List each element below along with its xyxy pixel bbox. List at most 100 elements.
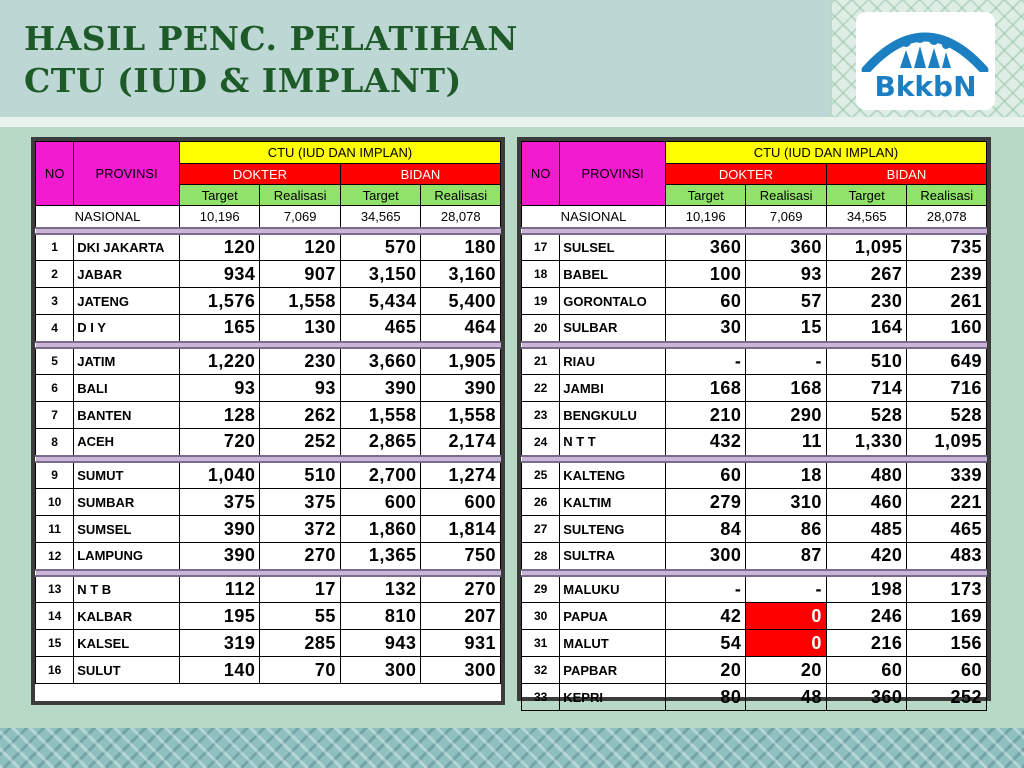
separator-cell	[35, 568, 501, 577]
row-number: 19	[520, 287, 561, 315]
group-separator	[35, 226, 501, 235]
row-number: 14	[34, 602, 75, 630]
footer-pattern-band	[0, 728, 1024, 768]
row-number: 11	[34, 515, 75, 543]
row-bidan-realisasi: 169	[906, 602, 987, 630]
row-bidan-realisasi: 252	[906, 683, 987, 711]
row-provinsi: KEPRI	[559, 683, 666, 711]
row-bidan-target: 1,365	[339, 542, 422, 570]
row-bidan-target: 1,860	[339, 515, 422, 543]
row-dokter-target: 30	[664, 314, 747, 342]
row-dokter-target: 54	[664, 629, 747, 657]
row-bidan-target: 510	[825, 347, 908, 375]
row-dokter-target: 120	[178, 233, 261, 261]
row-provinsi: KALBAR	[73, 602, 180, 630]
row-dokter-target: 20	[664, 656, 747, 684]
row-dokter-realisasi: 270	[259, 542, 341, 570]
row-bidan-realisasi: 339	[906, 461, 987, 489]
row-dokter-target: 112	[178, 575, 261, 603]
table-row: 25 KALTENG 60 18 480 339	[520, 461, 987, 489]
row-bidan-target: 5,434	[339, 287, 422, 315]
row-provinsi: PAPBAR	[559, 656, 666, 684]
row-provinsi: ACEH	[73, 428, 180, 456]
row-dokter-realisasi: 252	[259, 428, 341, 456]
row-provinsi: BALI	[73, 374, 180, 402]
header-realisasi: Realisasi	[259, 184, 341, 206]
header-band	[0, 0, 830, 117]
header-provinsi: PROVINSI	[559, 141, 666, 206]
row-dokter-realisasi: 0	[745, 602, 827, 630]
table-row: 2 JABAR 934 907 3,150 3,160	[34, 260, 501, 288]
row-provinsi: MALUKU	[559, 575, 666, 603]
row-bidan-realisasi: 465	[906, 515, 987, 543]
row-dokter-realisasi: 360	[745, 233, 827, 261]
page-title-line-2: CTU (IUD & IMPLANT)	[24, 61, 462, 100]
row-bidan-target: 3,150	[339, 260, 422, 288]
row-bidan-target: 714	[825, 374, 908, 402]
separator-cell	[35, 454, 501, 463]
row-provinsi: D I Y	[73, 314, 180, 342]
row-number: 22	[520, 374, 561, 402]
row-dokter-target: 720	[178, 428, 261, 456]
row-dokter-target: 375	[178, 488, 261, 516]
row-bidan-realisasi: 2,174	[420, 428, 501, 456]
row-bidan-target: 267	[825, 260, 908, 288]
row-provinsi: KALTENG	[559, 461, 666, 489]
table-row: 15 KALSEL 319 285 943 931	[34, 629, 501, 657]
nasional-value: 7,069	[745, 205, 827, 228]
table-row: 32 PAPBAR 20 20 60 60	[520, 656, 987, 684]
row-bidan-realisasi: 207	[420, 602, 501, 630]
row-bidan-target: 60	[825, 656, 908, 684]
table-row: 9 SUMUT 1,040 510 2,700 1,274	[34, 461, 501, 489]
row-bidan-realisasi: 390	[420, 374, 501, 402]
row-dokter-target: 93	[178, 374, 261, 402]
row-bidan-realisasi: 483	[906, 542, 987, 570]
group-separator	[521, 226, 987, 235]
row-number: 24	[520, 428, 561, 456]
group-separator	[35, 340, 501, 349]
row-dokter-realisasi: 17	[259, 575, 341, 603]
table-row: 12 LAMPUNG 390 270 1,365 750	[34, 542, 501, 570]
row-bidan-realisasi: 221	[906, 488, 987, 516]
row-bidan-target: 390	[339, 374, 422, 402]
row-dokter-target: 1,040	[178, 461, 261, 489]
table-row: 33 KEPRI 80 48 360 252	[520, 683, 987, 711]
row-dokter-realisasi: 48	[745, 683, 827, 711]
row-number: 33	[520, 683, 561, 711]
row-bidan-realisasi: 931	[420, 629, 501, 657]
row-number: 31	[520, 629, 561, 657]
row-number: 28	[520, 542, 561, 570]
table-row: 11 SUMSEL 390 372 1,860 1,814	[34, 515, 501, 543]
row-dokter-realisasi: 1,558	[259, 287, 341, 315]
table-row: 27 SULTENG 84 86 485 465	[520, 515, 987, 543]
header-bidan: BIDAN	[339, 163, 502, 185]
row-dokter-realisasi: 230	[259, 347, 341, 375]
row-dokter-realisasi: 87	[745, 542, 827, 570]
row-dokter-target: 60	[664, 287, 747, 315]
row-bidan-target: 528	[825, 401, 908, 429]
row-provinsi: LAMPUNG	[73, 542, 180, 570]
row-bidan-target: 570	[339, 233, 422, 261]
table-row: 22 JAMBI 168 168 714 716	[520, 374, 987, 402]
header-realisasi: Realisasi	[420, 184, 501, 206]
row-bidan-target: 132	[339, 575, 422, 603]
row-dokter-target: 934	[178, 260, 261, 288]
table-row: 17 SULSEL 360 360 1,095 735	[520, 233, 987, 261]
row-number: 32	[520, 656, 561, 684]
row-provinsi: SUMSEL	[73, 515, 180, 543]
row-number: 1	[34, 233, 75, 261]
row-dokter-target: -	[664, 347, 747, 375]
row-bidan-target: 600	[339, 488, 422, 516]
header-row-group: NO PROVINSI CTU (IUD DAN IMPLAN)	[34, 141, 502, 206]
row-dokter-target: 128	[178, 401, 261, 429]
nasional-value: 10,196	[178, 205, 261, 228]
header-realisasi: Realisasi	[906, 184, 987, 206]
row-number: 30	[520, 602, 561, 630]
row-bidan-realisasi: 1,274	[420, 461, 501, 489]
nasional-value: 7,069	[259, 205, 341, 228]
row-dokter-realisasi: 93	[259, 374, 341, 402]
header-divider	[0, 117, 1024, 127]
row-provinsi: SULTRA	[559, 542, 666, 570]
row-dokter-realisasi: 372	[259, 515, 341, 543]
